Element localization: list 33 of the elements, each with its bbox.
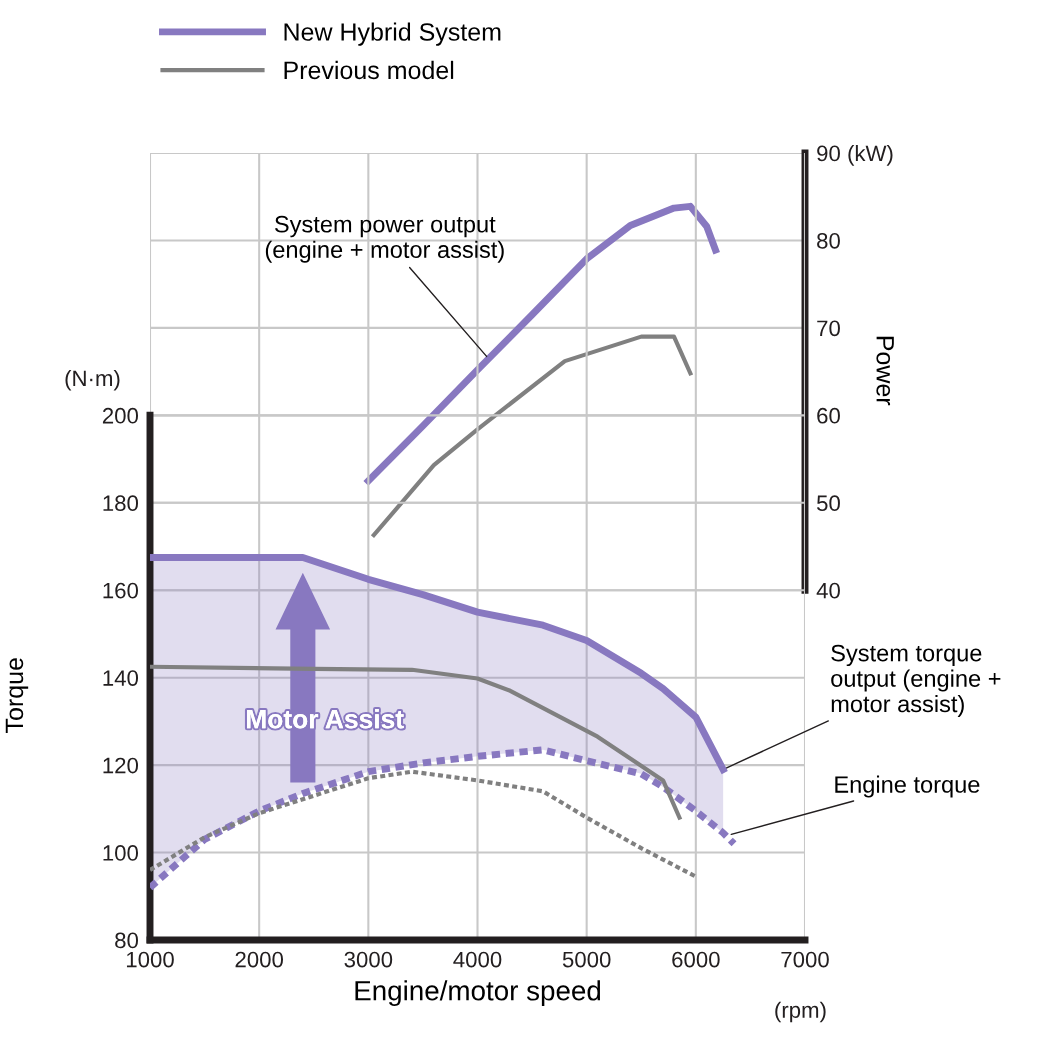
annotation: Engine torque — [835, 775, 980, 798]
y2-axis-title: Power — [876, 336, 894, 406]
y-tick-label: 160 — [103, 582, 139, 599]
y2-tick-label: 80 — [817, 232, 840, 249]
y-axis-title: Torque — [5, 658, 29, 733]
y-tick-label: 120 — [103, 757, 139, 774]
y2-tick-label: 70 — [817, 320, 840, 337]
y-tick-label: 80 — [115, 932, 139, 949]
y-tick-label: 200 — [102, 407, 139, 424]
x-tick-label: 2000 — [235, 951, 284, 968]
legend-label: New Hybrid System — [284, 22, 501, 46]
x-tick-label: 4000 — [453, 951, 502, 968]
y2-tick-label: 50 — [817, 495, 840, 512]
y2-tick-label: 40 — [816, 582, 840, 599]
y-tick-label: 140 — [103, 670, 139, 686]
line-series — [150, 664, 682, 820]
x-axis-title: Engine/motor speed — [355, 980, 601, 1007]
y-tick-label: 180 — [103, 495, 139, 512]
line-series — [150, 769, 698, 879]
x-tick-label: 5000 — [562, 951, 611, 968]
line-series — [371, 334, 693, 538]
x-tick-label: 1000 — [126, 951, 174, 968]
x-tick-label: 7000 — [781, 951, 829, 968]
annotation: System power output (engine + motor assist) — [265, 215, 504, 263]
y2-tick-label: 60 — [817, 407, 840, 424]
y-tick-label: 100 — [103, 845, 139, 861]
legend-label: Previous model — [284, 60, 454, 80]
text: (rpm) — [775, 1001, 826, 1023]
annotation: System torque output (engine + motor assist) — [831, 644, 1001, 717]
y2-tick-label: 90 (kW) — [817, 144, 893, 166]
x-tick-label: 6000 — [672, 951, 720, 968]
x-tick-label: 3000 — [344, 951, 393, 968]
text: (N·m) — [65, 369, 120, 391]
